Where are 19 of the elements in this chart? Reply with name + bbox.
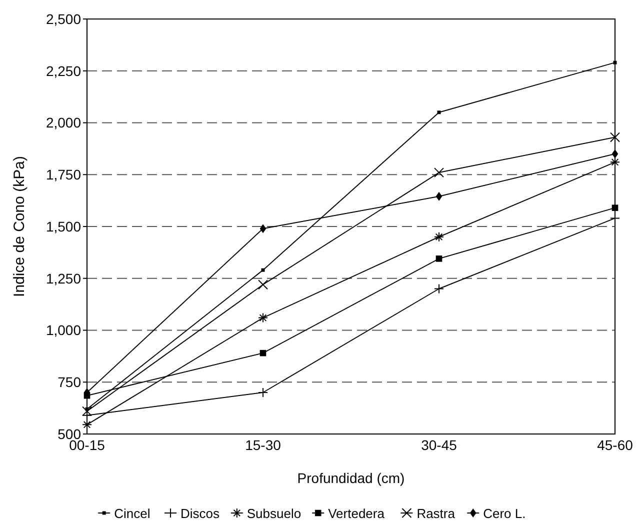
y-tick-label: 750 [58, 374, 82, 390]
y-tick-label: 2,500 [46, 10, 82, 27]
y-tick-label: 2,000 [46, 114, 82, 131]
legend-label: Vertedera [328, 506, 386, 521]
x-axis-title: Profundidad (cm) [297, 470, 405, 486]
x-tick-label: 45-60 [597, 437, 634, 453]
y-tick-label: 1,750 [46, 166, 82, 183]
legend-label: Subsuelo [246, 506, 302, 521]
y-tick-label: 2,250 [46, 62, 82, 79]
y-axis-title: Indice de Cono (kPa) [11, 156, 28, 297]
legend-label: Cincel [114, 506, 150, 521]
y-tick-label: 1,500 [46, 218, 82, 234]
legend-label: Rastra [416, 506, 456, 521]
legend-label: Discos [180, 506, 220, 521]
x-tick-label: 30-45 [421, 437, 458, 453]
legend-label: Cero L. [483, 506, 526, 521]
y-tick-label: 1,250 [46, 270, 82, 286]
x-tick-label: 15-30 [245, 437, 282, 453]
y-tick-label: 1,000 [46, 322, 82, 338]
